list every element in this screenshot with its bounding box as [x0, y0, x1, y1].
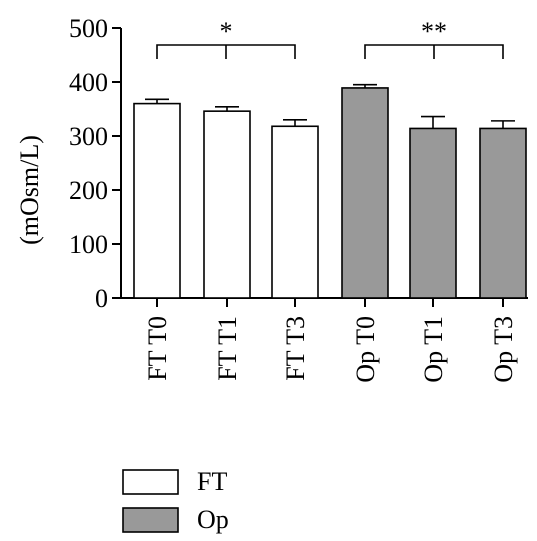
significance-label: * — [220, 17, 233, 46]
y-tick-label: 100 — [69, 230, 108, 259]
bar — [479, 127, 527, 299]
legend-swatch — [122, 469, 179, 495]
significance-label: ** — [421, 17, 447, 46]
y-tick-label: 500 — [69, 14, 108, 43]
bar — [409, 127, 457, 299]
y-tick-label: 0 — [95, 284, 108, 313]
x-tick-label: Op T0 — [351, 316, 380, 383]
y-tick-label: 300 — [69, 122, 108, 151]
legend-swatch — [122, 507, 179, 533]
x-tick-label: Op T1 — [419, 316, 448, 383]
y-axis-label: (mOsm/L) — [15, 135, 44, 245]
y-tick-label: 400 — [69, 68, 108, 97]
significance-bracket — [156, 44, 296, 59]
x-tick-label: Op T3 — [489, 316, 518, 383]
x-tick-label: FT T3 — [281, 316, 310, 381]
bar — [271, 125, 319, 299]
legend: FT Op — [122, 467, 229, 534]
bar — [133, 102, 181, 299]
legend-label: Op — [197, 505, 229, 534]
x-tick-label: FT T1 — [213, 316, 242, 381]
legend-label: FT — [197, 467, 227, 496]
bar — [341, 87, 389, 299]
significance-bracket — [364, 44, 504, 59]
y-tick-label: 200 — [69, 176, 108, 205]
x-tick-label: FT T0 — [143, 316, 172, 381]
plot-area: 0 100 200 300 400 500 FT T0 FT T1 FT T3 Op T0 Op T… — [69, 14, 528, 383]
bar — [203, 110, 251, 299]
